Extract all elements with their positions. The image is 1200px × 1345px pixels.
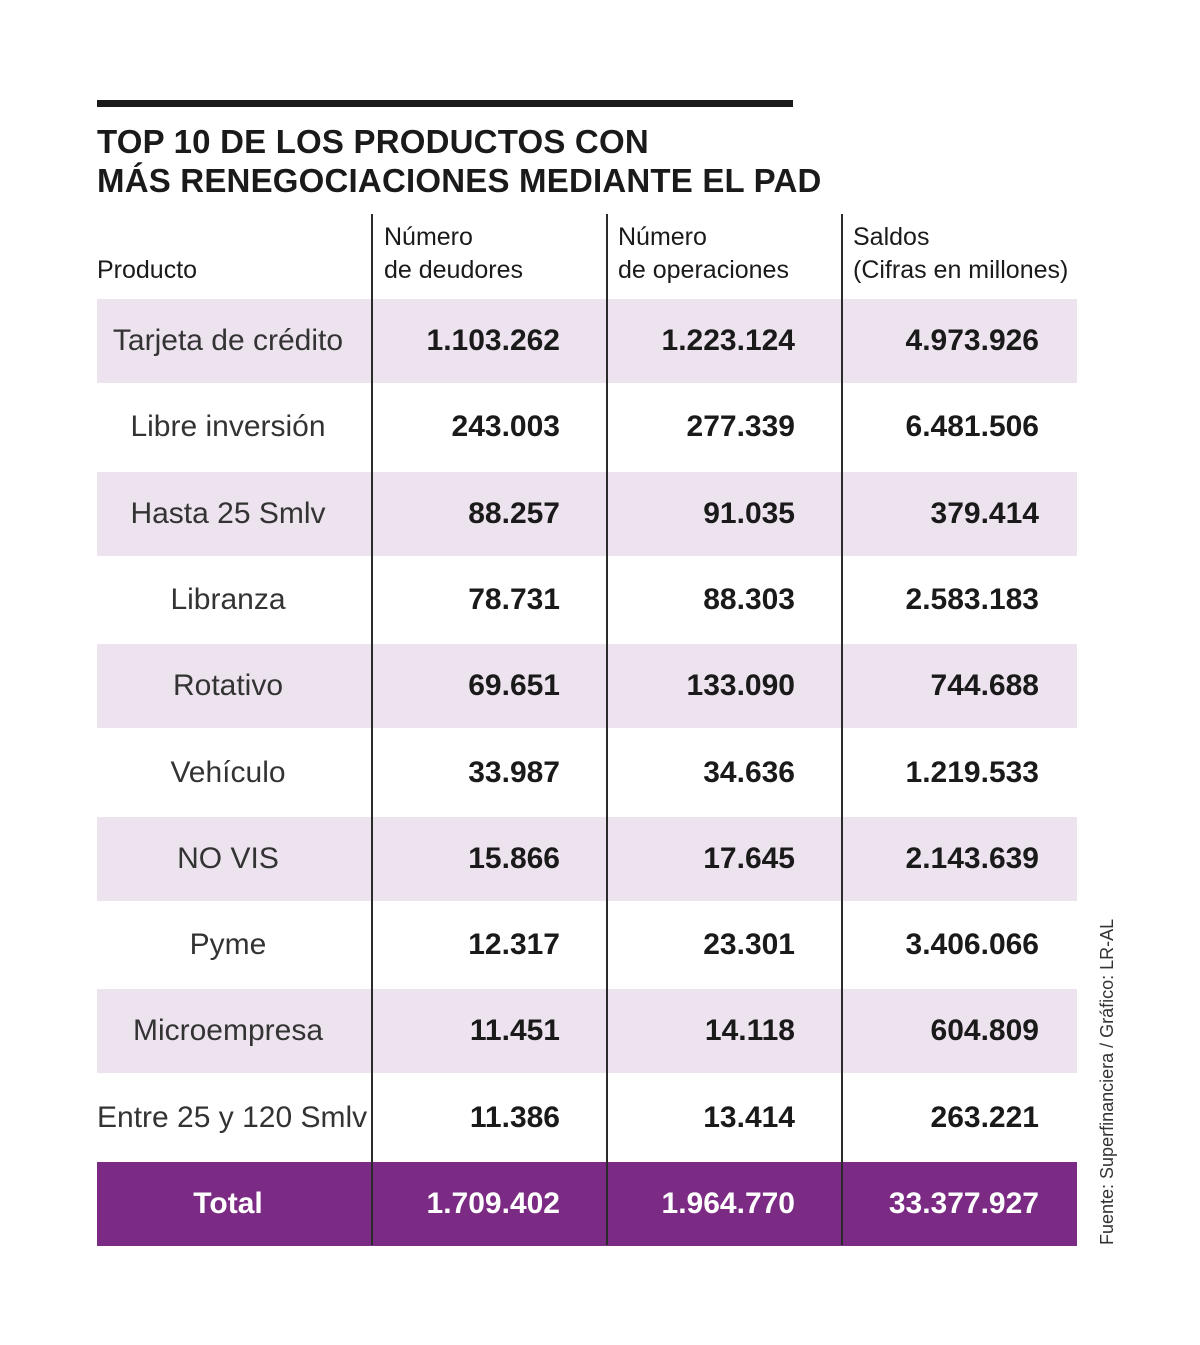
cell-saldos: 2.143.639 xyxy=(905,842,1039,875)
header-deudores: Número de deudores xyxy=(384,221,523,287)
table-row: Tarjeta de crédito 1.103.262 1.223.124 4.97… xyxy=(97,299,1077,383)
cell-saldos: 33.377.927 xyxy=(888,1187,1039,1220)
header-deudores-line-2: de deudores xyxy=(384,256,524,284)
title-line-1: TOP 10 DE LOS PRODUCTOS CON xyxy=(97,123,649,160)
cell-deudores: 243.003 xyxy=(451,410,560,443)
cell-operaciones: 13.414 xyxy=(703,1101,795,1134)
table-row: Libre inversión 243.003 277.339 6.481.506 xyxy=(97,385,1077,469)
total-row: Total 1.709.402 1.964.770 33.377.927 xyxy=(97,1162,1077,1246)
source-note: Fuente: Superfinanciera / Gráfico: LR-AL xyxy=(1097,918,1117,1245)
cell-saldos: 744.688 xyxy=(930,669,1039,702)
header-saldos: Saldos (Cifras en millones) xyxy=(853,221,1068,287)
cell-operaciones: 17.645 xyxy=(703,842,795,875)
header-producto: Producto xyxy=(97,254,197,287)
cell-producto: Libranza xyxy=(170,583,286,616)
cell-deudores: 1.709.402 xyxy=(426,1187,560,1220)
cell-saldos: 1.219.533 xyxy=(905,756,1039,789)
header-saldos-line-1: Saldos xyxy=(853,223,930,251)
cell-deudores: 11.451 xyxy=(469,1014,560,1047)
cell-deudores: 33.987 xyxy=(468,756,560,789)
cell-producto: Libre inversión xyxy=(130,410,326,443)
cell-producto: Pyme xyxy=(189,928,267,961)
table-row: Microempresa 11.451 14.118 604.809 xyxy=(97,989,1077,1073)
cell-operaciones: 1.223.124 xyxy=(661,324,795,357)
title-rule xyxy=(97,100,793,107)
cell-deudores: 69.651 xyxy=(468,669,560,702)
cell-saldos: 604.809 xyxy=(930,1014,1039,1047)
cell-operaciones: 23.301 xyxy=(703,928,795,961)
table-row: NO VIS 15.866 17.645 2.143.639 xyxy=(97,817,1077,901)
header-saldos-line-2: (Cifras en millones) xyxy=(853,256,1069,284)
cell-operaciones: 133.090 xyxy=(686,669,795,702)
cell-producto: Rotativo xyxy=(172,669,284,702)
header-operaciones-line-1: Número xyxy=(618,223,707,251)
cell-producto: NO VIS xyxy=(177,842,279,875)
cell-operaciones: 34.636 xyxy=(703,756,795,789)
table-row: Libranza 78.731 88.303 2.583.183 xyxy=(97,558,1077,642)
chart-title: TOP 10 DE LOS PRODUCTOS CON MÁS RENEGOCI… xyxy=(97,122,857,200)
cell-producto: Tarjeta de crédito xyxy=(112,324,344,357)
cell-deudores: 11.386 xyxy=(469,1101,560,1134)
table-row: Rotativo 69.651 133.090 744.688 xyxy=(97,644,1077,728)
cell-operaciones: 1.964.770 xyxy=(661,1187,795,1220)
table-row: Entre 25 y 120 Smlv 11.386 13.414 263.221 xyxy=(97,1076,1077,1160)
cell-saldos: 4.973.926 xyxy=(905,324,1039,357)
column-divider-3 xyxy=(841,214,843,1245)
cell-operaciones: 14.118 xyxy=(704,1014,795,1047)
cell-saldos: 3.406.066 xyxy=(905,928,1039,961)
cell-saldos: 379.414 xyxy=(930,497,1039,530)
cell-producto: Vehículo xyxy=(170,756,286,789)
cell-saldos: 2.583.183 xyxy=(905,583,1039,616)
cell-operaciones: 91.035 xyxy=(703,497,795,530)
cell-deudores: 78.731 xyxy=(468,583,560,616)
table-row: Vehículo 33.987 34.636 1.219.533 xyxy=(97,731,1077,815)
header-operaciones: Número de operaciones xyxy=(618,221,789,287)
cell-producto: Entre 25 y 120 Smlv xyxy=(97,1101,368,1134)
cell-producto: Hasta 25 Smlv xyxy=(130,497,326,530)
title-line-2: MÁS RENEGOCIACIONES MEDIANTE EL PAD xyxy=(97,162,822,199)
cell-deudores: 12.317 xyxy=(468,928,560,961)
cell-deudores: 15.866 xyxy=(468,842,560,875)
cell-operaciones: 88.303 xyxy=(703,583,795,616)
table-row: Pyme 12.317 23.301 3.406.066 xyxy=(97,903,1077,987)
cell-deudores: 1.103.262 xyxy=(426,324,560,357)
cell-saldos: 6.481.506 xyxy=(905,410,1039,443)
column-divider-2 xyxy=(606,214,608,1245)
column-divider-1 xyxy=(371,214,373,1245)
cell-producto: Microempresa xyxy=(132,1014,324,1047)
header-producto-line-1: Producto xyxy=(97,256,198,284)
cell-saldos: 263.221 xyxy=(930,1101,1039,1134)
table-row: Hasta 25 Smlv 88.257 91.035 379.414 xyxy=(97,472,1077,556)
cell-operaciones: 277.339 xyxy=(686,410,795,443)
cell-producto: Total xyxy=(193,1187,263,1220)
cell-deudores: 88.257 xyxy=(468,497,560,530)
header-deudores-line-1: Número xyxy=(384,223,473,251)
header-operaciones-line-2: de operaciones xyxy=(618,256,789,284)
